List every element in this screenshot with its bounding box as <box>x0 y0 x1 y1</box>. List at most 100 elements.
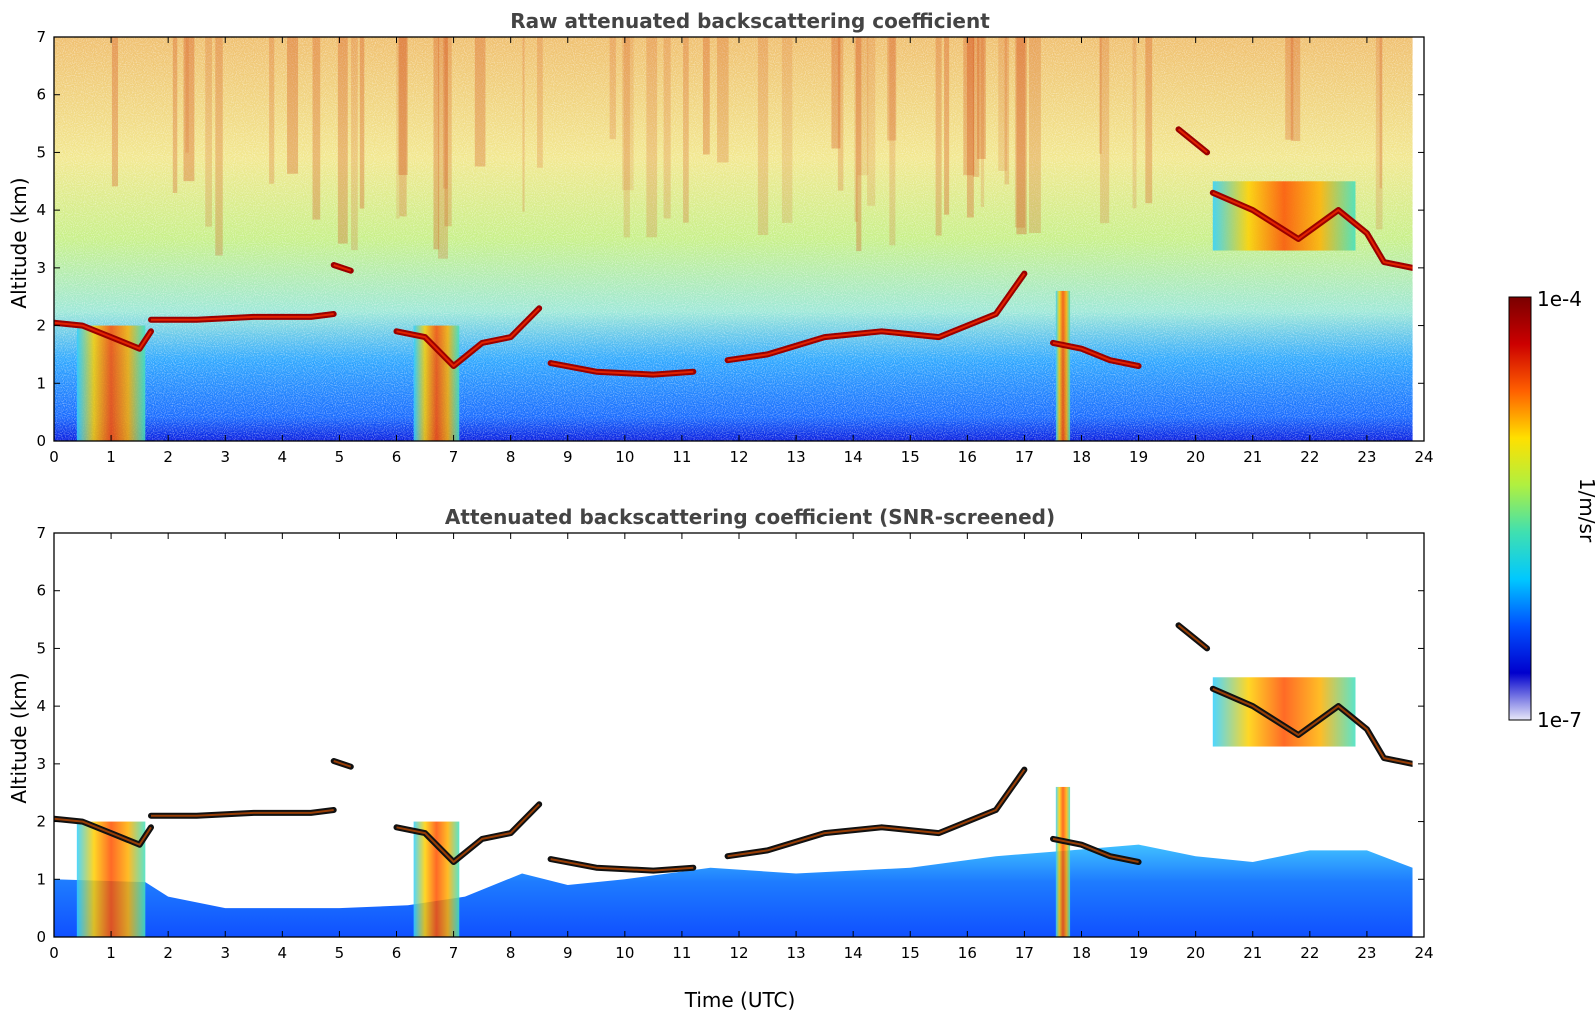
x-axis-label: Time (UTC) <box>684 988 796 1012</box>
noise-streak <box>351 37 358 251</box>
x-tick-label: 7 <box>449 448 459 466</box>
noise-streak <box>837 37 844 191</box>
noise-streak <box>757 37 769 235</box>
x-tick-label: 15 <box>901 944 920 962</box>
cloud-layer <box>724 766 1028 860</box>
cloud-layer-edge <box>151 809 334 817</box>
cloud-layer-edge <box>1212 687 1413 765</box>
noise-streak <box>398 37 408 175</box>
noise-streak <box>963 37 975 176</box>
noise-streak <box>977 37 986 159</box>
x-tick-label: 20 <box>1186 944 1205 962</box>
cloud-layer-edge <box>333 760 352 768</box>
x-axis-ticks: 0 1 2 3 4 5 6 7 8 9 10 11 12 13 14 15 16 17 18 19 20 21 22 23 24 <box>49 533 1434 962</box>
x-tick-label: 19 <box>1129 448 1148 466</box>
x-tick-label: 14 <box>844 944 863 962</box>
x-tick-label: 13 <box>787 448 806 466</box>
noise-streak <box>980 37 985 208</box>
x-tick-label: 18 <box>1072 448 1091 466</box>
noise-streak <box>359 37 365 209</box>
noise-streak <box>683 37 689 223</box>
noise-streak <box>889 37 896 246</box>
x-tick-label: 20 <box>1186 448 1205 466</box>
x-tick-label: 9 <box>563 448 573 466</box>
boundary-layer-region <box>54 844 1413 937</box>
noise-streak <box>1145 37 1153 204</box>
noise-streak <box>442 37 448 189</box>
cloud-patch <box>413 821 460 937</box>
colorbar-unit-label: 1/m/sr <box>1575 478 1595 543</box>
cloud-patch <box>76 325 146 441</box>
noise-streak <box>1100 37 1110 224</box>
x-tick-label: 13 <box>787 944 806 962</box>
noise-streak <box>522 37 525 212</box>
x-tick-label: 3 <box>220 448 230 466</box>
noise-streak <box>935 37 942 236</box>
heatmap-area <box>54 622 1413 937</box>
x-tick-label: 6 <box>392 944 402 962</box>
x-tick-label: 1 <box>106 944 116 962</box>
y-tick-label: 3 <box>36 259 46 277</box>
raw-backscatter-panel: Raw attenuated backscattering coefficien… <box>7 9 1434 466</box>
x-tick-label: 21 <box>1243 944 1262 962</box>
noise-streak <box>111 37 118 187</box>
noise-streak <box>1375 37 1383 230</box>
x-tick-label: 8 <box>506 944 516 962</box>
cloud-layer-edge <box>396 307 540 367</box>
noise-streak <box>887 37 897 141</box>
y-axis-ticks: 0 1 2 3 4 5 6 7 <box>36 28 1424 450</box>
y-tick-label: 2 <box>36 317 46 335</box>
y-tick-label: 5 <box>36 143 46 161</box>
y-tick-label: 4 <box>36 697 46 715</box>
snr-screened-panel: Attenuated backscattering coefficient (S… <box>7 505 1434 1012</box>
cloud-layer-edge <box>54 321 152 350</box>
x-tick-label: 10 <box>615 944 634 962</box>
noise-streak <box>857 37 869 176</box>
noise-streak <box>867 37 876 206</box>
y-axis-label: Altitude (km) <box>7 672 31 803</box>
x-tick-label: 19 <box>1129 944 1148 962</box>
y-tick-label: 3 <box>36 755 46 773</box>
noise-overlay <box>54 37 1413 441</box>
noise-streak <box>438 37 448 259</box>
cloud-layer-edge <box>727 273 1026 362</box>
x-tick-label: 10 <box>615 448 634 466</box>
cloud-patch <box>1055 290 1071 441</box>
noise-streak <box>269 37 275 184</box>
x-tick-label: 4 <box>278 448 288 466</box>
noise-streak <box>702 37 710 155</box>
x-tick-label: 23 <box>1357 448 1376 466</box>
noise-streak <box>1099 37 1102 154</box>
noise-streak <box>287 37 299 174</box>
noise-streak <box>831 37 841 149</box>
panel-title: Raw attenuated backscattering coefficien… <box>510 9 990 33</box>
y-tick-label: 1 <box>36 374 46 392</box>
x-tick-label: 8 <box>506 448 516 466</box>
y-tick-label: 7 <box>36 28 46 46</box>
y-axis-ticks: 0 1 2 3 4 5 6 7 <box>36 524 1424 946</box>
x-tick-label: 0 <box>49 944 59 962</box>
noise-streak <box>185 37 189 153</box>
x-tick-label: 21 <box>1243 448 1262 466</box>
cloud-layer-edge <box>1052 341 1139 367</box>
noise-streak <box>1014 37 1026 228</box>
y-tick-label: 1 <box>36 870 46 888</box>
x-tick-label: 11 <box>672 944 691 962</box>
noise-streak <box>172 37 178 193</box>
noise-streak <box>944 37 950 215</box>
x-tick-label: 12 <box>729 944 748 962</box>
noise-streak <box>444 37 452 227</box>
y-tick-label: 7 <box>36 524 46 542</box>
x-tick-label: 22 <box>1300 944 1319 962</box>
colorbar-min-label: 1e-7 <box>1537 708 1582 732</box>
colorbar-max-label: 1e-4 <box>1537 287 1582 311</box>
noise-streak <box>1379 37 1382 189</box>
noise-streak <box>396 37 400 219</box>
y-tick-label: 6 <box>36 86 46 104</box>
x-tick-label: 5 <box>335 448 345 466</box>
cloud-layer-edge <box>1177 624 1208 650</box>
cloud-layer-edge <box>550 362 694 376</box>
cloud-layer-edge <box>54 817 152 846</box>
cloud-layer-edge <box>550 858 694 872</box>
x-tick-label: 22 <box>1300 448 1319 466</box>
